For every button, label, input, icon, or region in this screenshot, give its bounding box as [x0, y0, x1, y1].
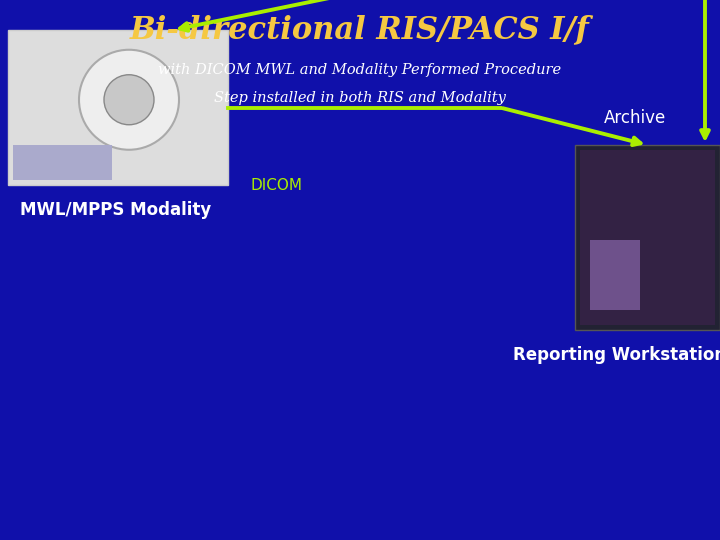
FancyBboxPatch shape [580, 150, 715, 325]
Text: with DICOM MWL and Modality Performed Procedure: with DICOM MWL and Modality Performed Pr… [158, 63, 562, 77]
Text: Reporting Workstation: Reporting Workstation [513, 346, 720, 364]
Text: DICOM: DICOM [250, 178, 302, 192]
Text: Archive: Archive [604, 109, 666, 127]
Text: MWL/MPPS Modality: MWL/MPPS Modality [20, 201, 211, 219]
Circle shape [104, 75, 154, 125]
Text: Step installed in both RIS and Modality: Step installed in both RIS and Modality [214, 91, 506, 105]
FancyBboxPatch shape [13, 145, 112, 180]
FancyBboxPatch shape [590, 240, 640, 310]
FancyBboxPatch shape [8, 30, 228, 185]
Text: Bi-directional RIS/PACS I/f: Bi-directional RIS/PACS I/f [130, 15, 590, 45]
Circle shape [79, 50, 179, 150]
FancyBboxPatch shape [575, 145, 720, 330]
